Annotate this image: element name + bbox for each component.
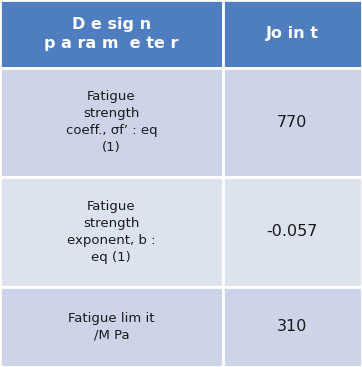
Text: Jo in t: Jo in t: [266, 26, 319, 41]
Text: Fatigue
strength
coeff., σf’ : eq
(1): Fatigue strength coeff., σf’ : eq (1): [66, 90, 157, 155]
Text: Fatigue
strength
exponent, b :
eq (1): Fatigue strength exponent, b : eq (1): [67, 200, 156, 264]
Bar: [223, 177, 362, 287]
Text: Fatigue lim it
/M Pa: Fatigue lim it /M Pa: [68, 312, 155, 342]
Bar: [0, 287, 223, 367]
Bar: [0, 0, 223, 68]
Bar: [223, 68, 362, 177]
Bar: [223, 287, 362, 367]
Bar: [0, 177, 223, 287]
Text: -0.057: -0.057: [267, 224, 318, 239]
Text: 770: 770: [277, 115, 307, 130]
Text: D e sig n
p a ra m  e te r: D e sig n p a ra m e te r: [44, 17, 178, 51]
Text: 310: 310: [277, 319, 307, 334]
Bar: [0, 68, 223, 177]
Bar: [223, 0, 362, 68]
